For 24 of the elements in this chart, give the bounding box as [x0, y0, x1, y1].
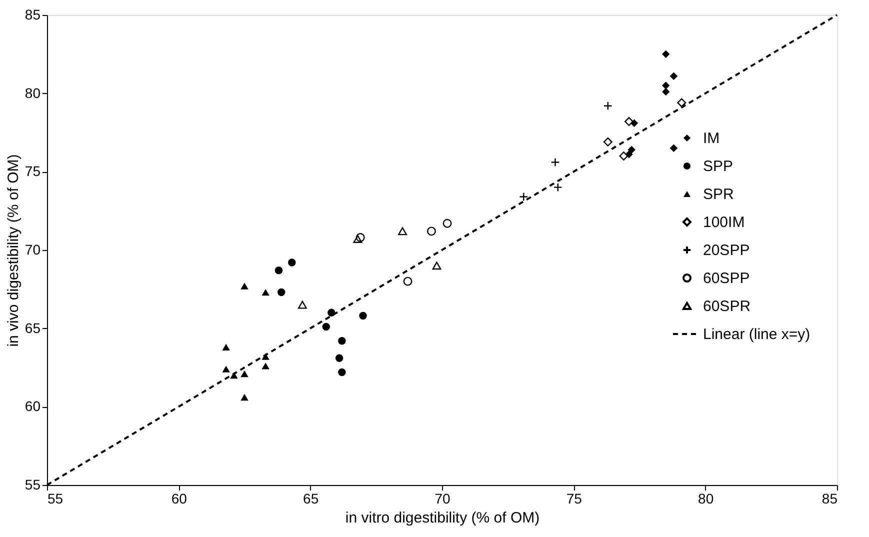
y-tick-label: 75 [24, 163, 41, 180]
x-tick-label: 75 [566, 490, 582, 506]
legend-label: SPR [703, 186, 734, 203]
y-tick-label: 55 [24, 476, 41, 492]
x-tick-label: 65 [303, 490, 319, 506]
legend-label: 100IM [703, 214, 745, 231]
y-tick-label: 80 [24, 84, 41, 101]
legend-label: 20SPP [703, 242, 750, 259]
y-tick-label: 85 [24, 6, 41, 22]
x-tick-label: 80 [698, 490, 714, 506]
legend-label: 60SPR [703, 298, 751, 315]
x-tick-label: 60 [171, 490, 188, 506]
x-tick-label: 55 [48, 490, 64, 506]
y-tick-label: 65 [24, 320, 41, 336]
y-axis-title: in vivo digestibility (% of OM) [4, 154, 22, 347]
legend-label: Linear (line x=y) [703, 326, 810, 343]
legend-label: IM [703, 130, 720, 147]
y-tick-label: 70 [24, 242, 41, 258]
x-axis-title: in vitro digestibility (% of OM) [345, 510, 540, 526]
legend-label: SPP [703, 158, 734, 175]
y-tick-label: 60 [24, 398, 41, 414]
legend-label: 60SPP [703, 270, 750, 287]
x-tick-label: 85 [822, 490, 838, 506]
x-tick-label: 70 [434, 490, 450, 506]
